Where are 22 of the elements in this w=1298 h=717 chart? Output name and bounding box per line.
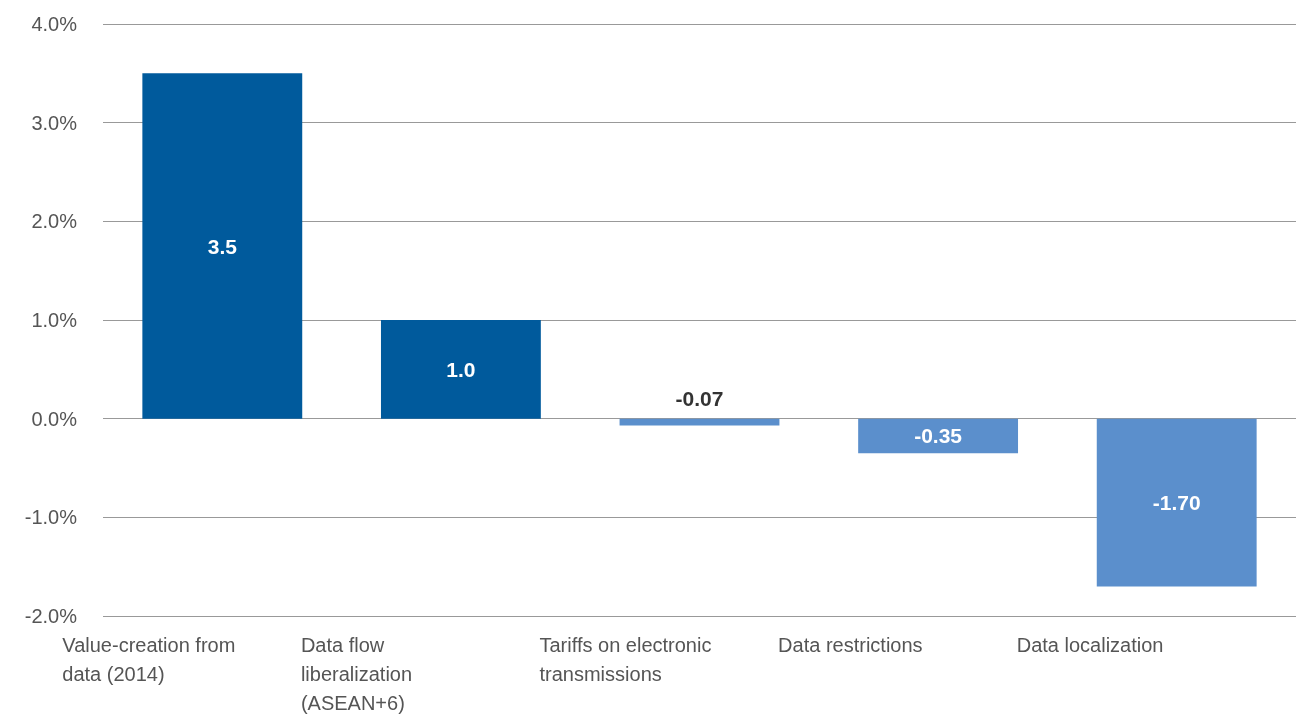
y-tick-label: -1.0% bbox=[24, 506, 78, 529]
data-label: -0.35 bbox=[914, 424, 963, 448]
bar bbox=[380, 320, 541, 419]
data-label: 1.0 bbox=[446, 357, 476, 381]
x-tick-label: Data localization bbox=[1016, 633, 1164, 656]
y-tick-label: 2.0% bbox=[31, 210, 78, 233]
bar bbox=[858, 418, 1019, 454]
bar bbox=[142, 73, 303, 419]
data-label: -0.07 bbox=[675, 386, 724, 410]
y-tick-label: 4.0% bbox=[31, 13, 78, 35]
y-tick-label: 1.0% bbox=[31, 309, 78, 331]
x-tick-label: Value-creation from data (2014) bbox=[62, 633, 241, 685]
bar bbox=[1096, 418, 1257, 587]
data-label: 3.5 bbox=[207, 234, 238, 258]
x-tick-label: Tariffs on electronic transmissions bbox=[539, 633, 717, 685]
x-tick-label: Data restrictions bbox=[778, 633, 923, 656]
y-tick-label: 0.0% bbox=[31, 407, 78, 430]
y-tick-label: -2.0% bbox=[24, 605, 78, 627]
y-tick-label: 3.0% bbox=[31, 111, 78, 134]
bar bbox=[619, 418, 780, 426]
data-label: -1.70 bbox=[1152, 491, 1201, 515]
x-tick-label: Data flow liberalization (ASEAN+6) bbox=[300, 633, 418, 714]
